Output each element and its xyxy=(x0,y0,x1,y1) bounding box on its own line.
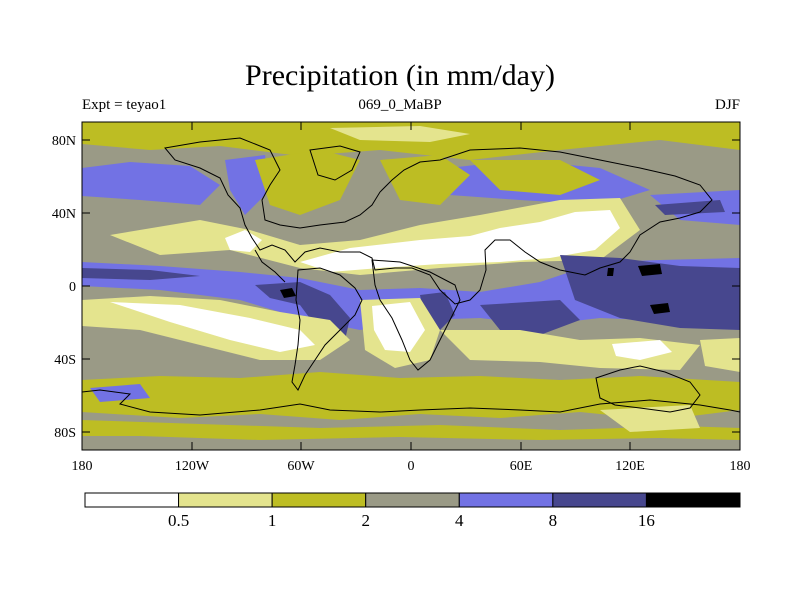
field-asia-moderate xyxy=(470,160,600,195)
colorbar: 0.5 1 2 4 8 16 xyxy=(84,492,741,530)
colorbar-box-1 xyxy=(178,492,273,508)
colorbar-box-3 xyxy=(365,492,460,508)
lon-label-180w: 180 xyxy=(72,459,93,474)
field-south-atlantic-dry xyxy=(372,302,425,352)
field-australia-dry xyxy=(612,340,672,360)
field-max-4 xyxy=(607,268,614,276)
lon-label-180e: 180 xyxy=(730,459,751,474)
colorbar-label-0: 0.5 xyxy=(168,511,189,530)
coast-north-america xyxy=(164,137,713,305)
field-max-1 xyxy=(280,288,296,298)
coast-south-america xyxy=(291,267,363,391)
field-max-3 xyxy=(650,303,670,314)
colorbar-box-0 xyxy=(84,492,180,508)
lat-label-0: 0 xyxy=(69,280,76,295)
field-indian-very-wet xyxy=(480,300,580,335)
plot-title: Precipitation (in mm/day) xyxy=(245,59,555,92)
field-indian-south-light xyxy=(440,330,700,370)
field-southern-ocean-moderate xyxy=(82,372,740,420)
field-antarctic-light xyxy=(600,405,700,432)
lat-label-40s: 40S xyxy=(54,353,76,368)
colorbar-box-6 xyxy=(645,492,741,508)
field-max-2 xyxy=(638,264,662,276)
colorbar-box-5 xyxy=(552,492,647,508)
precipitation-field xyxy=(82,122,740,450)
lat-label-80s: 80S xyxy=(54,426,76,441)
field-sahara-dry xyxy=(300,210,620,272)
experiment-label: Expt = teyao1 xyxy=(82,97,167,113)
lon-label-120w: 120W xyxy=(175,459,210,474)
field-greenland-moderate xyxy=(255,150,360,215)
field-arctic-light xyxy=(330,126,470,142)
lon-label-60e: 60E xyxy=(510,459,533,474)
coast-greenland xyxy=(309,145,361,181)
lon-label-0: 0 xyxy=(408,459,415,474)
lat-label-80n: 80N xyxy=(52,134,76,149)
coast-central-america xyxy=(254,249,286,283)
field-south-pacific-dry xyxy=(110,302,315,352)
field-warm-pool-very-wet xyxy=(560,255,740,330)
period-label: 069_0_MaBP xyxy=(358,97,442,113)
colorbar-label-5: 16 xyxy=(638,511,655,530)
field-antarctic-moderate xyxy=(82,420,740,440)
coast-australia xyxy=(595,365,701,413)
colorbar-label-1: 1 xyxy=(268,511,277,530)
lat-label-40n: 40N xyxy=(52,207,76,222)
lon-label-60w: 60W xyxy=(287,459,315,474)
colorbar-box-4 xyxy=(458,492,554,508)
field-south-east-pacific-light xyxy=(700,338,740,372)
lat-axis: 80N 40N 0 40S 80S xyxy=(52,134,740,441)
coast-antarctica xyxy=(82,389,740,416)
colorbar-label-3: 4 xyxy=(455,511,464,530)
colorbar-label-2: 2 xyxy=(361,511,370,530)
colorbar-label-4: 8 xyxy=(549,511,558,530)
field-itcz-very-wet-pacific xyxy=(82,268,200,280)
field-north-pacific-very-wet xyxy=(655,200,725,215)
coastlines xyxy=(82,137,740,416)
lon-axis: 180 120W 60W 0 60E 120E 180 xyxy=(72,122,751,474)
colorbar-box-2 xyxy=(271,492,367,508)
coast-africa xyxy=(371,259,461,371)
field-north-pacific-wet xyxy=(82,162,220,205)
field-europe-moderate xyxy=(380,155,470,205)
lon-label-120e: 120E xyxy=(615,459,645,474)
season-label: DJF xyxy=(714,97,740,113)
field-north-america-dry xyxy=(225,230,262,252)
